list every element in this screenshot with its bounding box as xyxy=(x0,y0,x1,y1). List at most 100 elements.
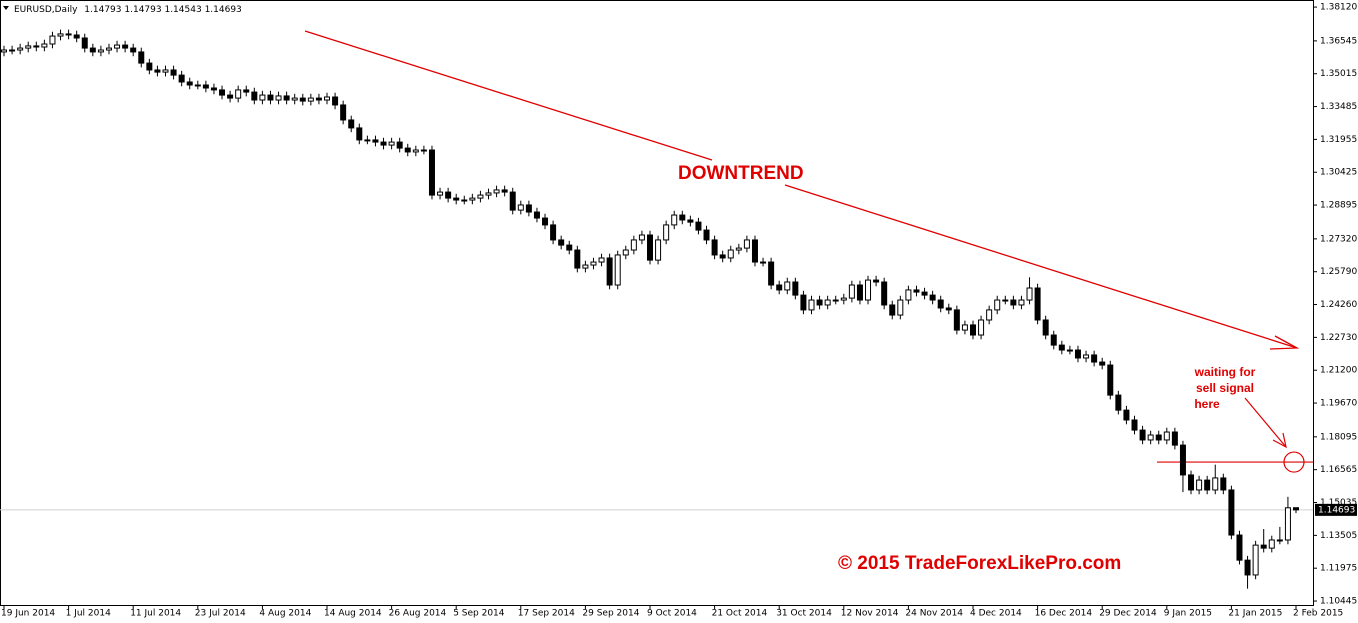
candle-body xyxy=(81,37,88,49)
candle-body xyxy=(1139,429,1146,441)
y-tick-label: 1.25790 xyxy=(1320,267,1357,277)
candle-body xyxy=(17,47,24,51)
y-tick-label: 1.36545 xyxy=(1320,36,1357,46)
candle-body xyxy=(751,239,758,263)
candle-body xyxy=(655,239,662,261)
candle-body xyxy=(703,229,710,241)
candle-body xyxy=(283,95,290,101)
price-tag xyxy=(1315,503,1357,516)
menu-icon xyxy=(3,6,9,10)
copyright: © 2015 TradeForexLikePro.com xyxy=(838,553,1121,574)
candle-body xyxy=(1026,287,1033,301)
candle-body xyxy=(1002,299,1009,302)
candle-body xyxy=(1244,559,1251,576)
note-line: waiting for xyxy=(1194,365,1256,379)
candle-body xyxy=(324,96,330,101)
candle-body xyxy=(953,309,960,331)
candle-body xyxy=(1171,431,1178,446)
candle-body xyxy=(1196,479,1203,491)
candle-body xyxy=(251,91,258,101)
symbol: EURUSD,Daily xyxy=(14,5,78,15)
candle-body xyxy=(73,34,80,39)
candle-body xyxy=(332,96,339,106)
candle-body xyxy=(461,199,468,202)
candle-body xyxy=(65,33,72,36)
candle-body xyxy=(380,141,387,146)
candle-body xyxy=(1058,344,1065,351)
y-tick-label: 1.31955 xyxy=(1320,135,1357,145)
candle-body xyxy=(1099,361,1106,366)
candle-body xyxy=(453,197,460,201)
candle-body xyxy=(307,97,314,102)
candle-body xyxy=(986,309,993,321)
candle-body xyxy=(776,284,783,291)
candle-body xyxy=(315,97,322,101)
low: 1.14543 xyxy=(164,5,201,15)
candle-body xyxy=(33,45,40,48)
candle-body xyxy=(695,221,702,231)
candle-body xyxy=(1276,539,1283,542)
x-tick-label: 29 Dec 2014 xyxy=(1099,609,1157,619)
candle-body xyxy=(356,127,363,141)
candle-body xyxy=(194,84,201,87)
candle-body xyxy=(1131,419,1138,431)
candle-body xyxy=(598,257,605,263)
y-tick-label: 1.30425 xyxy=(1320,168,1357,178)
y-tick-label: 1.13505 xyxy=(1320,531,1357,541)
candle-body xyxy=(760,261,767,264)
candle-body xyxy=(566,244,573,251)
candle-body xyxy=(1,49,7,53)
y-tick-label: 1.27320 xyxy=(1320,234,1357,244)
candle-body xyxy=(768,261,775,286)
candle-body xyxy=(614,254,621,286)
candle-body xyxy=(905,289,912,301)
candle-body xyxy=(606,257,613,286)
candle-body xyxy=(1050,334,1057,346)
x-tick-label: 23 Jul 2014 xyxy=(195,609,246,619)
candle-body xyxy=(1188,474,1195,491)
candle-body xyxy=(162,69,169,73)
trend-label: DOWNTREND xyxy=(678,163,804,184)
candle-body xyxy=(1091,354,1098,363)
candle-body xyxy=(114,44,121,49)
candle-body xyxy=(1284,507,1291,541)
candle-body xyxy=(1204,479,1211,491)
candle-body xyxy=(719,254,726,259)
candle-body xyxy=(97,49,104,53)
header: EURUSD,Daily 1.14793 1.14793 1.14543 1.1… xyxy=(14,5,242,15)
candle-body xyxy=(679,214,686,221)
candle-body xyxy=(743,239,750,249)
candle-body xyxy=(1179,444,1186,476)
y-tick-label: 1.35015 xyxy=(1320,69,1357,79)
candle-body xyxy=(533,211,540,219)
candle-body xyxy=(509,191,516,211)
x-tick-label: 4 Dec 2014 xyxy=(970,609,1022,619)
candle-body xyxy=(477,194,484,199)
candle-body xyxy=(493,189,500,194)
candle-body xyxy=(1074,349,1081,359)
candle-body xyxy=(146,62,153,71)
y-tick-label: 1.15035 xyxy=(1320,498,1357,508)
candle-body xyxy=(687,219,694,223)
candle-body xyxy=(485,192,492,196)
open: 1.14793 xyxy=(84,5,121,15)
candle-body xyxy=(816,299,823,306)
x-tick-label: 5 Sep 2014 xyxy=(453,609,505,619)
plot xyxy=(0,29,1313,589)
candle-body xyxy=(348,119,355,129)
candle-body xyxy=(937,299,944,309)
candle-body xyxy=(727,249,734,259)
candle-body xyxy=(832,299,839,302)
candle-body xyxy=(105,47,112,51)
candle-body xyxy=(1083,354,1090,359)
x-tick-label: 16 Dec 2014 xyxy=(1035,609,1093,619)
candle-body xyxy=(1155,434,1162,441)
candle-body xyxy=(800,294,807,311)
candle-body xyxy=(404,147,411,153)
x-tick-label: 21 Oct 2014 xyxy=(712,609,768,619)
candle-body xyxy=(582,264,589,269)
candle-body xyxy=(41,43,48,48)
candle-body xyxy=(235,89,242,99)
signal-circle xyxy=(1283,451,1305,473)
candle-body xyxy=(9,49,16,52)
